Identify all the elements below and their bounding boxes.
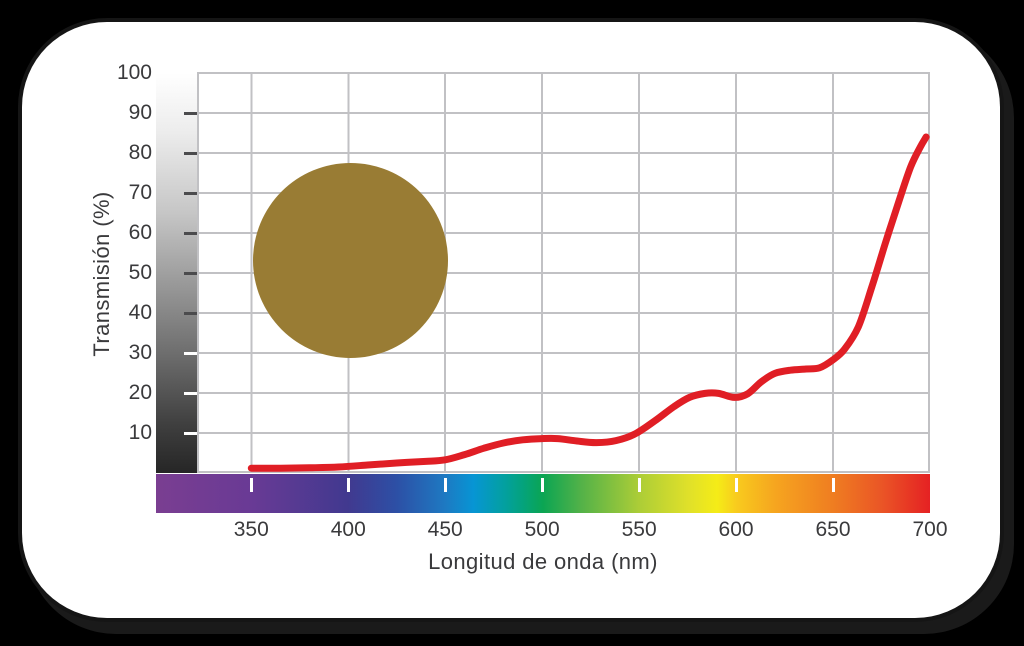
spectrum-tick [346,478,350,492]
grayscale-tick [184,392,197,395]
y-tick-label: 100 [116,61,152,84]
grayscale-gradient-bar [156,73,197,473]
grayscale-tick [184,352,197,355]
grayscale-tick [184,152,197,155]
chart-card: Transmisión (%) 100 90 80 70 60 50 40 30 20 10 35… [22,22,1000,618]
x-axis-title: Longitud de onda (nm) [428,549,658,574]
grayscale-tick [184,312,197,315]
grayscale-tick [184,272,197,275]
spectrum-tick [249,478,253,492]
spectrum-tick [540,478,544,492]
y-tick-label: 80 [128,141,152,164]
grayscale-tick [184,192,197,195]
y-tick-label: 70 [128,181,152,204]
grayscale-tick [184,112,197,115]
y-tick-label: 10 [128,421,152,444]
plot-area [197,72,930,473]
spectrum-bar [156,474,930,513]
x-tick-label: 650 [815,518,851,541]
spectrum-tick [831,478,835,492]
x-tick-label: 500 [524,518,560,541]
y-tick-label: 30 [128,341,152,364]
y-tick-label: 20 [128,381,152,404]
lens-tint-circle [253,163,448,358]
x-tick-label: 450 [427,518,463,541]
x-tick-label: 600 [718,518,754,541]
x-tick-label: 400 [330,518,366,541]
y-tick-label: 50 [128,261,152,284]
spectrum-tick [734,478,738,492]
grayscale-tick [184,432,197,435]
x-tick-label: 700 [912,518,948,541]
grayscale-tick [184,232,197,235]
x-tick-label: 350 [233,518,269,541]
y-tick-label: 40 [128,301,152,324]
y-tick-label: 90 [128,101,152,124]
x-tick-label: 550 [621,518,657,541]
transmission-curve [247,133,930,472]
y-axis-labels: 100 90 80 70 60 50 40 30 20 10 [22,22,152,618]
spectrum-tick [443,478,447,492]
y-tick-label: 60 [128,221,152,244]
spectrum-tick [637,478,641,492]
